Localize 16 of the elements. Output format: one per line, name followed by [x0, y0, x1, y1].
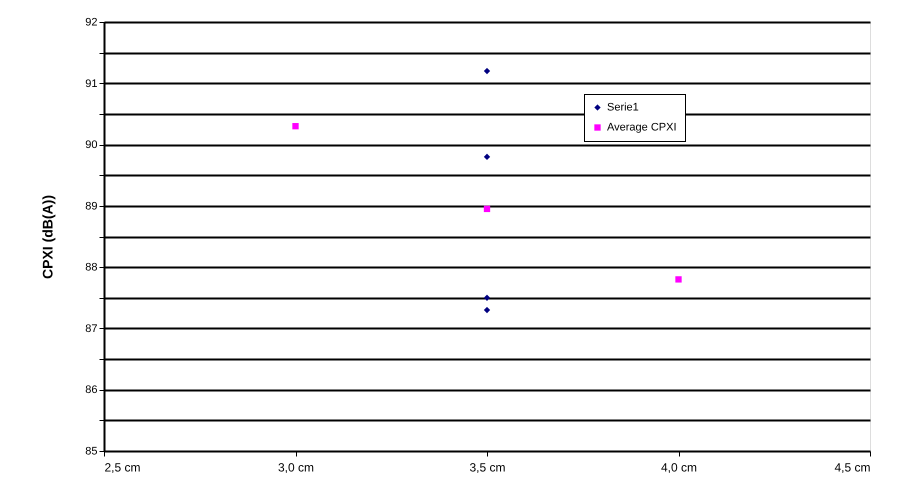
- y-tick-label: 92: [85, 16, 98, 28]
- x-tick-label: 4,5 cm: [834, 460, 870, 474]
- x-tick-label: 4,0 cm: [660, 460, 698, 474]
- x-tick-label: 3,0 cm: [278, 460, 314, 474]
- x-tick-label: 3,5 cm: [469, 460, 506, 474]
- y-tick-label: 90: [85, 139, 98, 152]
- legend-label: Average CPXI: [607, 122, 677, 134]
- y-tick-label: 87: [85, 322, 98, 335]
- y-axis-title: CPXI (dB(A)): [39, 195, 56, 279]
- x-tick-label: 2,5 cm: [104, 460, 141, 474]
- y-tick-label: 88: [85, 262, 98, 274]
- y-tick-label: 86: [85, 384, 98, 396]
- y-tick-label: 91: [85, 78, 98, 90]
- legend-label: Serie1: [607, 102, 639, 114]
- y-tick-label: 89: [85, 200, 98, 212]
- y-tick-label: 85: [85, 446, 98, 458]
